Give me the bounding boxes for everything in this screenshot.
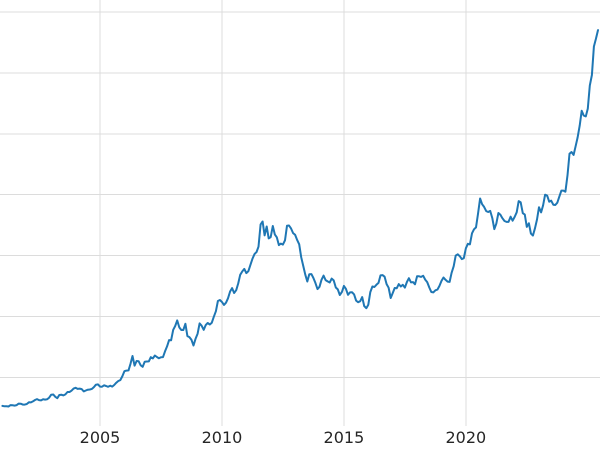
x-tick-label: 2015 [323, 428, 365, 447]
x-axis: 2005 2010 2015 2020 [0, 426, 600, 450]
grid [0, 0, 600, 426]
plot-area [0, 0, 600, 426]
series-line [1, 29, 599, 408]
x-tick-label: 2005 [79, 428, 121, 447]
price-line [1, 29, 599, 408]
x-tick-label: 2010 [201, 428, 243, 447]
x-tick-label: 2020 [445, 428, 487, 447]
